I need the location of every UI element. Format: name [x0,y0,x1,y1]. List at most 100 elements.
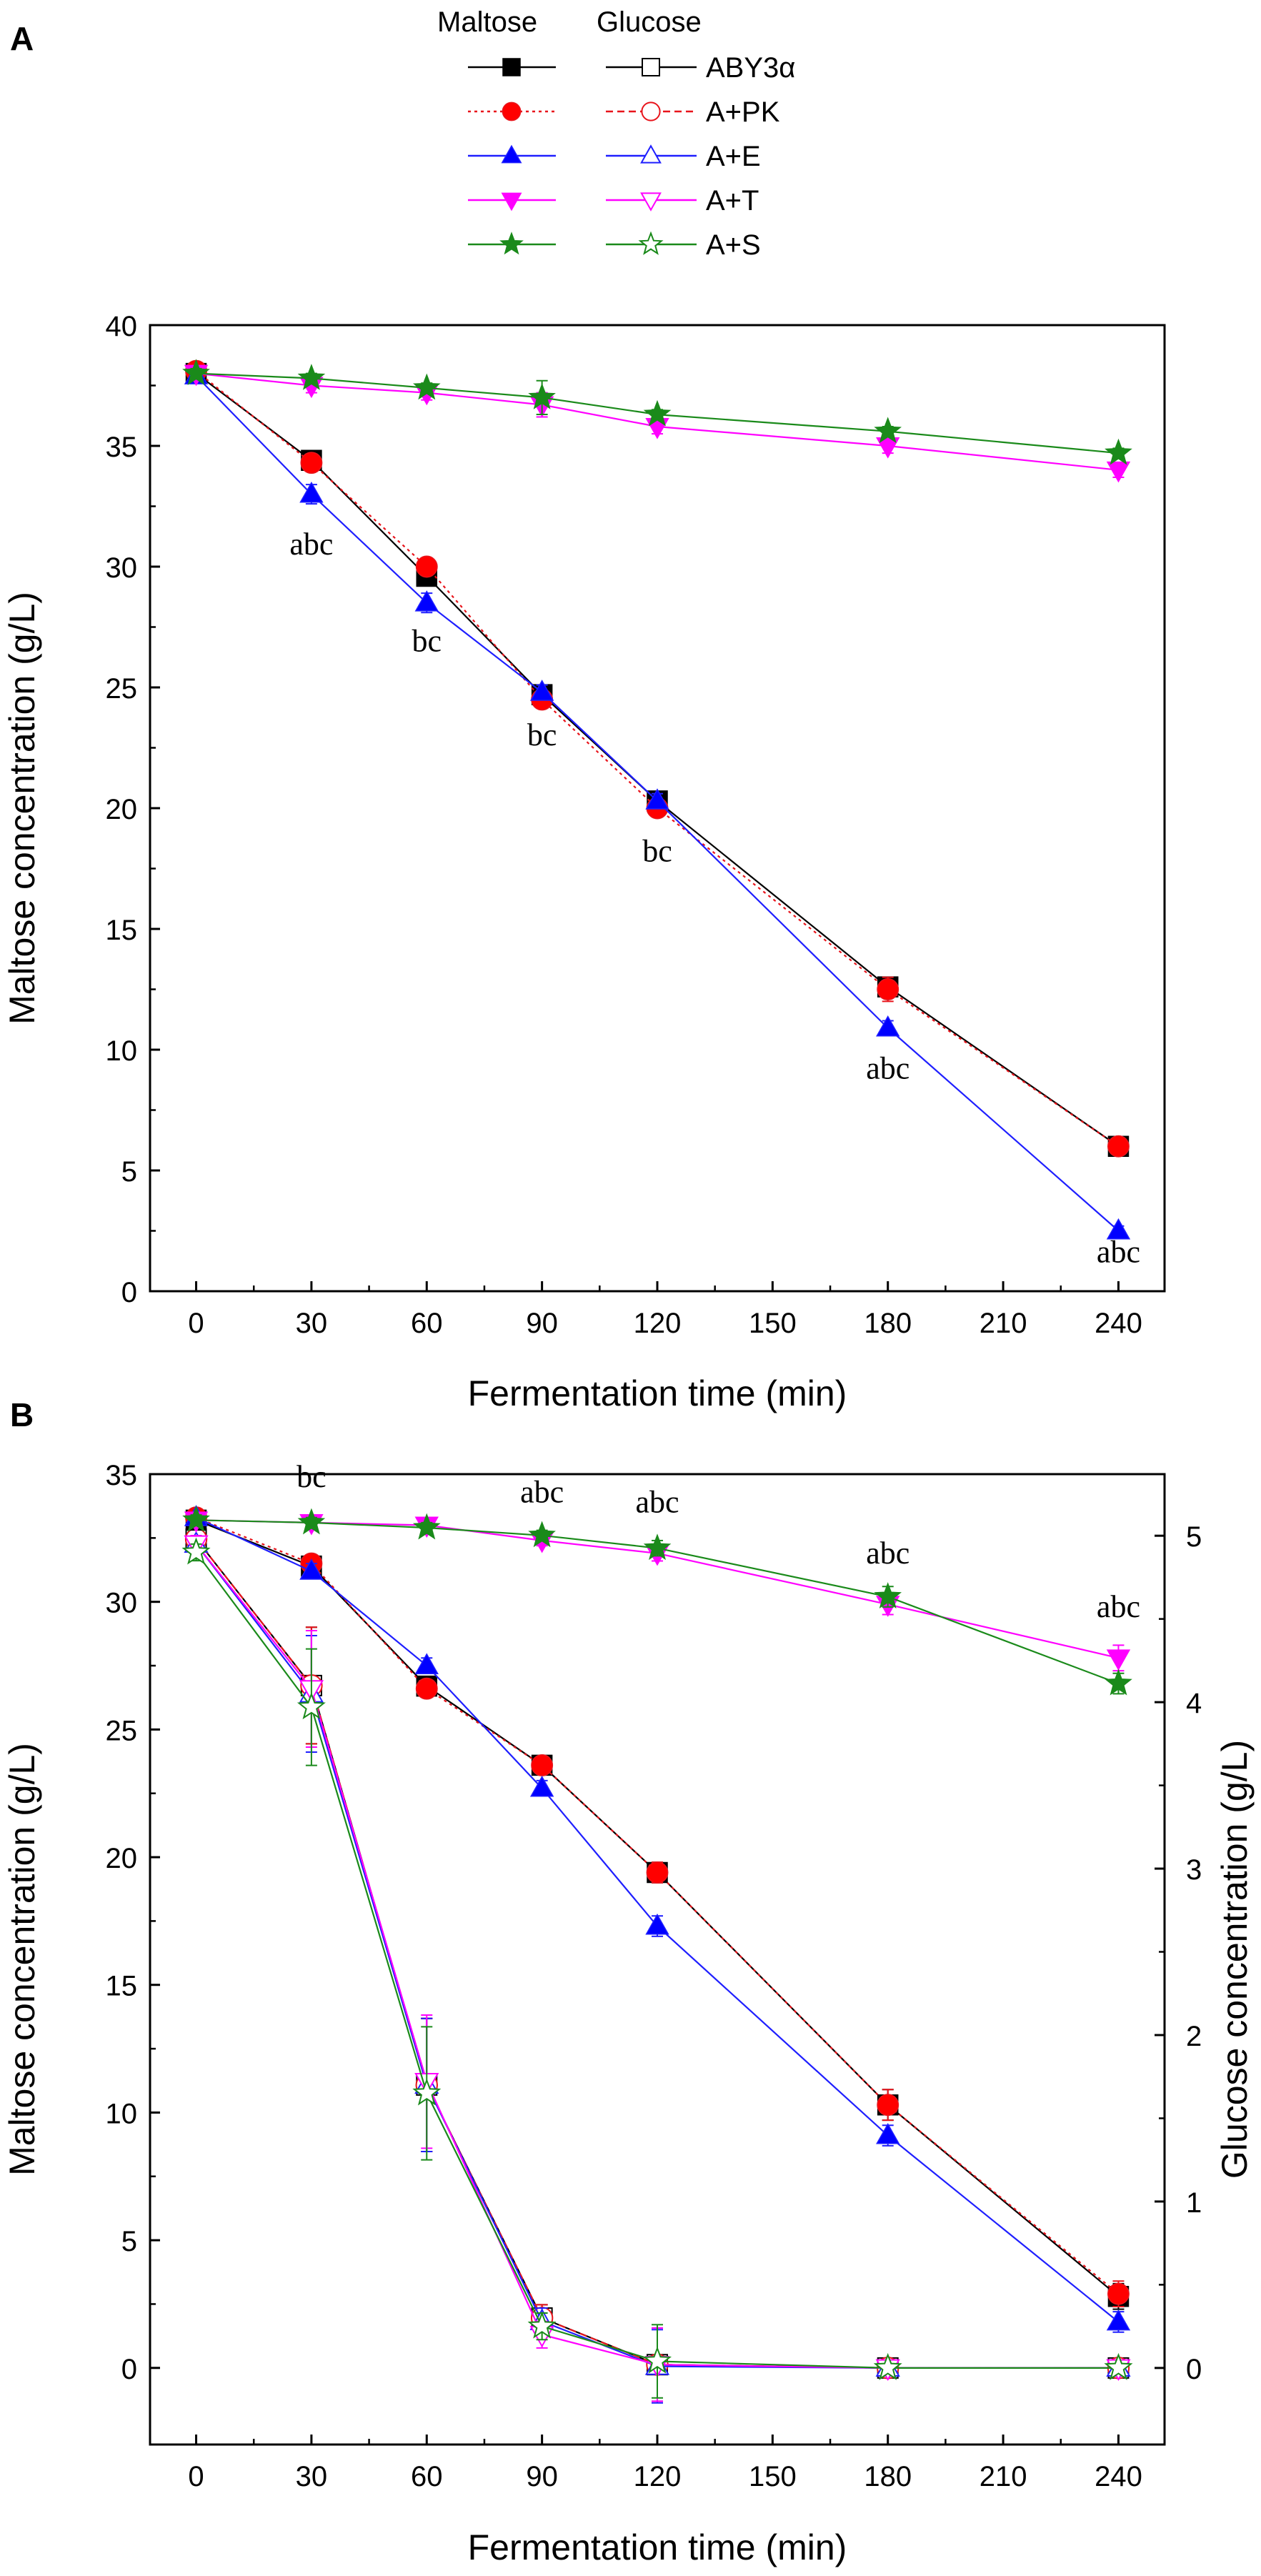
x-tick-label-a: 30 [296,1308,328,1339]
data-point [643,1533,672,1561]
significance-annotation: abc [866,1536,909,1571]
x-tick-label-b: 180 [864,2461,912,2492]
data-point [1105,1669,1132,1696]
y-tick-label-a: 15 [106,915,138,946]
data-point [1106,2309,1131,2331]
data-point [645,1913,669,1935]
y-tick-label-b: 15 [106,1971,138,2002]
x-tick-label-a: 150 [749,1308,797,1339]
data-point [645,788,669,810]
significance-annotation: abc [1097,1589,1140,1624]
legend-glucose-marker [638,231,664,255]
x-tick-label-a: 240 [1095,1308,1142,1339]
data-point [415,1677,438,1700]
y-tick-label-a: 0 [121,1277,137,1308]
x-axis-ticks-b: 0 30 60 90 120 150 180 210 240 [188,2435,1142,2492]
series-glucose-A+PK [184,1528,1130,2402]
data-point [877,978,899,1000]
series-maltose-A+E [184,1505,1131,2333]
data-point [1105,438,1132,465]
data-point [529,680,554,701]
x-tick-label-b: 210 [980,2461,1027,2492]
x-tick-label-a: 0 [188,1308,204,1339]
y-tick-label-b: 35 [106,1460,138,1491]
series-line [195,1543,1119,2369]
significance-annotation: abc [635,1485,679,1520]
significance-annotation: abc [289,527,333,562]
data-point [182,359,210,386]
legend-glucose-marker [640,144,662,164]
y-tick-label-b: 0 [121,2354,137,2385]
x-tick-label-b: 30 [296,2461,328,2492]
data-point [646,1861,669,1884]
x-axis-label-a: Fermentation time (min) [468,1373,847,1413]
series-maltose-ABY3α [185,362,1130,1157]
data-point [528,1521,556,1548]
data-point [874,1582,902,1609]
legend-glucose-marker [641,101,661,121]
series-maltose-A+E [184,363,1131,1240]
series-glucose-A+E [184,1531,1131,2404]
series-maltose-ABY3α [185,1509,1130,2310]
significance-annotation: abc [520,1474,564,1509]
data-point [527,2311,557,2339]
y-tick-label-a: 30 [106,552,138,584]
data-point [1106,1218,1131,1240]
data-point [874,417,902,444]
annotations-a: abc bc bc bc abc abc [289,527,1140,1269]
panel-label-a: A [10,20,34,57]
series-glucose-ABY3α [185,1528,1130,2402]
data-point [296,1692,326,1720]
legend-label-at: A+T [706,185,759,217]
legend-label-ae: A+E [706,141,761,172]
data-point [873,2352,902,2380]
data-point [645,418,669,439]
x-tick-label-b: 120 [634,2461,682,2492]
legend-label-as: A+S [706,229,761,261]
y-tick-label-a: 20 [106,794,138,825]
series-line [196,1516,1120,2295]
data-point [1107,2282,1130,2305]
x-tick-label-b: 0 [188,2461,204,2492]
data-point [876,1015,900,1037]
data-point [643,2346,672,2374]
x-tick-label-b: 240 [1095,2461,1142,2492]
y-axis-ticks-b: 0 5 10 15 20 25 30 35 [106,1460,160,2385]
data-point [181,1537,211,1565]
y-right-tick-label-b: 3 [1186,1854,1202,1886]
x-tick-label-b: 60 [411,2461,443,2492]
x-tick-label-b: 150 [749,2461,797,2492]
data-point [528,383,556,409]
series-line [195,1538,1119,2369]
y-axis-right-ticks-b: 0 1 2 3 4 5 [1155,1521,1202,2385]
significance-annotation: bc [296,1459,327,1494]
legend-label-apk: A+PK [706,96,780,128]
legend-maltose-marker [501,192,522,212]
y-tick-label-b: 10 [106,2098,138,2129]
series-maltose-A+T [184,364,1131,483]
series-maltose-A+PK [185,359,1130,1158]
x-axis-label-b: Fermentation time (min) [468,2527,847,2567]
significance-annotation: bc [527,717,557,752]
data-point [414,590,439,612]
legend-maltose-marker [502,58,521,76]
series-group-a [182,359,1132,1240]
y-tick-label-b: 30 [106,1588,138,1619]
significance-annotation: abc [866,1051,909,1086]
data-point [1106,461,1131,483]
y-right-tick-label-b: 4 [1186,1688,1202,1719]
legend-label-aby3: ABY3α [706,52,795,84]
data-point [531,1754,554,1776]
legend-glucose-marker [640,192,662,212]
significance-annotation: bc [412,623,442,658]
data-point [182,1505,210,1532]
panel-b: 0 5 10 15 20 25 30 35 0 1 2 3 4 5 0 30 60 90 120 150 180 21… [2,1459,1255,2567]
x-axis-ticks-a: 0 30 60 90 120 150 180 210 240 [188,1281,1142,1339]
y-tick-label-b: 5 [121,2226,137,2257]
data-point [297,364,326,390]
plot-frame-b [149,1473,1166,2446]
y-tick-label-a: 35 [106,432,138,463]
x-tick-label-a: 60 [411,1308,443,1339]
